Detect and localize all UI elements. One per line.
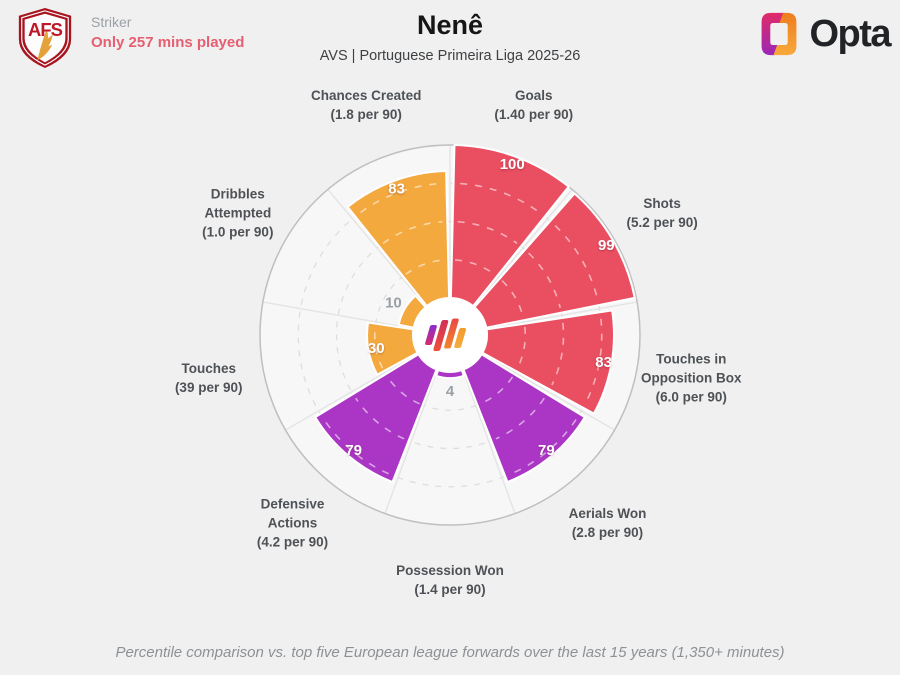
slice-ring-guide: [373, 326, 384, 369]
category-per90: (1.40 per 90): [494, 106, 574, 122]
club-meta: Striker Only 257 mins played: [91, 6, 244, 51]
minutes-played-note: Only 257 mins played: [91, 34, 245, 51]
slice-ring-guide: [457, 220, 518, 244]
category-label-chances-created: Chances Created (1.8 per 90): [286, 86, 446, 124]
opta-logo-bar: [454, 328, 467, 348]
category-name: Shots: [643, 195, 681, 211]
club-badge-pinline: [21, 10, 69, 66]
slice-divider-line: [481, 352, 615, 431]
slice-ring-guide: [495, 397, 545, 440]
opta-logo-left-hook: [762, 12, 785, 56]
slice-ring-guide: [501, 280, 524, 318]
footnote: Percentile comparison vs. top five Europ…: [115, 644, 785, 661]
category-label-touches: Touches (39 per 90): [129, 358, 289, 396]
slice-value-label: 79: [345, 442, 362, 459]
category-per90: (1.8 per 90): [330, 106, 402, 122]
slice-ring-guide: [382, 220, 443, 244]
slice-ring-guide: [511, 419, 577, 475]
competition-subtitle: AVS | Portuguese Primeira Liga 2025-26: [319, 48, 581, 64]
slice-value-label: 99: [598, 237, 615, 254]
category-name: Defensive Actions: [260, 495, 325, 531]
slice-divider-line: [384, 369, 439, 513]
category-name: Possession Won: [396, 562, 504, 578]
player-name: Nenê: [416, 10, 484, 40]
slice-ring-guide: [323, 419, 389, 475]
slice-value-label: 30: [368, 340, 385, 357]
slice-divider-line: [285, 352, 419, 431]
slice-divider-line: [461, 369, 516, 513]
category-per90: (1.4 per 90): [414, 582, 486, 597]
club-badge-initials: AFS: [28, 19, 63, 40]
slice-ring-guide: [480, 376, 514, 405]
slice-value-label: 4: [446, 383, 455, 400]
category-label-aerials-won: Aerials Won (2.8 per 90): [527, 504, 687, 542]
opta-wordmark: Opta: [809, 12, 891, 55]
slice-ring-guide: [460, 182, 540, 214]
category-label-goals: Goals (1.40 per 90): [454, 86, 614, 124]
slice-ring-guide: [585, 318, 603, 403]
category-per90: (6.0 per 90): [655, 389, 727, 405]
category-per90: (4.2 per 90): [256, 534, 329, 550]
category-name: Chances Created: [311, 87, 422, 103]
slice-value-label: 100: [500, 156, 525, 173]
category-name: Aerials Won: [568, 505, 647, 521]
club-badge-wing-icon: [37, 29, 53, 61]
club-info: AFS Striker Only 257 mins played: [14, 6, 244, 70]
slice-ring-guide: [516, 326, 527, 369]
opta-logo-bar: [433, 320, 449, 351]
opta-logo-icon: [762, 12, 797, 56]
opta-logo-bar: [444, 318, 459, 349]
title-block: Nenê AVS | Portuguese Primeira Liga 2025…: [0, 10, 900, 64]
category-name: Goals: [515, 87, 553, 103]
category-per90: (1.0 per 90): [202, 224, 274, 240]
slice-ring-guide: [551, 322, 565, 386]
category-label-touches-in-opposition-box: Touches in Opposition Box (6.0 per 90): [611, 349, 771, 406]
slice-value-label: 79: [538, 442, 555, 459]
category-per90: (2.8 per 90): [571, 524, 644, 540]
opta-brand: Opta: [757, 8, 891, 60]
opta-logo-right-hook: [773, 12, 797, 56]
category-per90: (39 per 90): [174, 379, 243, 395]
slice-ring-guide: [405, 259, 446, 275]
opta-center-logo: [413, 298, 487, 372]
category-name: Dribbles Attempted: [204, 185, 272, 220]
slice-value-label: 83: [595, 354, 612, 371]
category-label-dribbles-attempted: Dribbles Attempted (1.0 per 90): [158, 184, 318, 241]
category-label-shots: Shots (5.2 per 90): [582, 193, 742, 231]
category-name: Touches: [181, 360, 236, 376]
category-label-defensive-actions: Defensive Actions (4.2 per 90): [213, 494, 373, 551]
slice-ring-guide: [528, 252, 561, 309]
slice-ring-guide: [386, 376, 420, 405]
slice-ring-guide: [454, 259, 495, 275]
slice-ring-guide: [554, 224, 599, 299]
slice-value-label: 83: [388, 180, 405, 197]
category-label-possession-won: Possession Won (1.4 per 90): [370, 561, 530, 599]
category-per90: (5.2 per 90): [626, 214, 698, 230]
slice-value-label: 10: [385, 294, 402, 311]
slice-ring-guide: [360, 182, 440, 214]
slice-ring-guide: [355, 397, 405, 440]
category-name: Touches in Opposition Box: [641, 350, 742, 385]
slice-divider-line: [263, 301, 414, 330]
opta-logo-bar: [425, 325, 437, 345]
player-position: Striker: [91, 14, 132, 30]
club-badge: AFS: [18, 7, 72, 69]
